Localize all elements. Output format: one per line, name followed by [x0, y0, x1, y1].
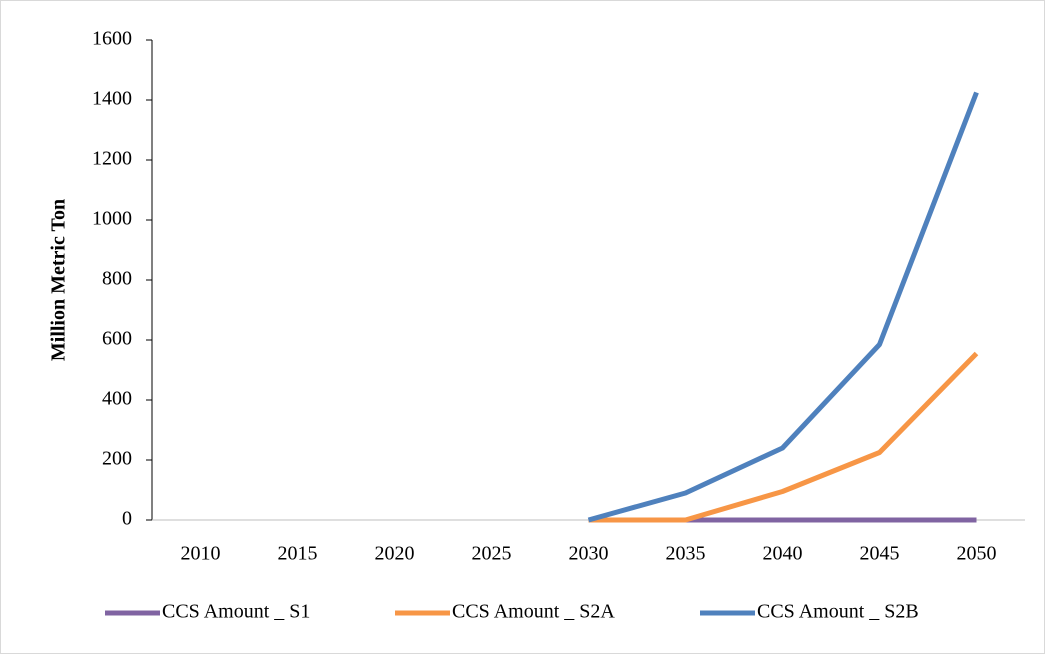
- legend-label: CCS Amount _ S1: [162, 601, 310, 623]
- y-tick-label: 0: [122, 508, 132, 530]
- y-tick-label: 200: [102, 448, 132, 470]
- x-tick-label: 2050: [957, 543, 997, 565]
- series-line: [588, 351, 979, 523]
- legend-label: CCS Amount _ S2A: [452, 601, 615, 623]
- y-tick-label: 600: [102, 328, 132, 350]
- y-tick-label: 1000: [92, 208, 132, 230]
- y-tick-label: 1400: [92, 88, 132, 110]
- x-tick-label: 2015: [278, 543, 318, 565]
- y-axis-label: Million Metric Ton: [48, 199, 70, 361]
- x-tick-label: 2035: [666, 543, 706, 565]
- x-tick-label: 2045: [860, 543, 900, 565]
- x-tick-label: 2025: [472, 543, 512, 565]
- x-tick-label: 2030: [569, 543, 609, 565]
- x-tick-label: 2020: [375, 543, 415, 565]
- x-tick-label: 2040: [763, 543, 803, 565]
- x-tick-label: 2010: [181, 543, 221, 565]
- y-tick-label: 800: [102, 268, 132, 290]
- y-tick-label: 400: [102, 388, 132, 410]
- series-line: [587, 91, 979, 523]
- legend-label: CCS Amount _ S2B: [757, 601, 919, 623]
- y-tick-label: 1200: [92, 148, 132, 170]
- y-tick-label: 1600: [92, 28, 132, 50]
